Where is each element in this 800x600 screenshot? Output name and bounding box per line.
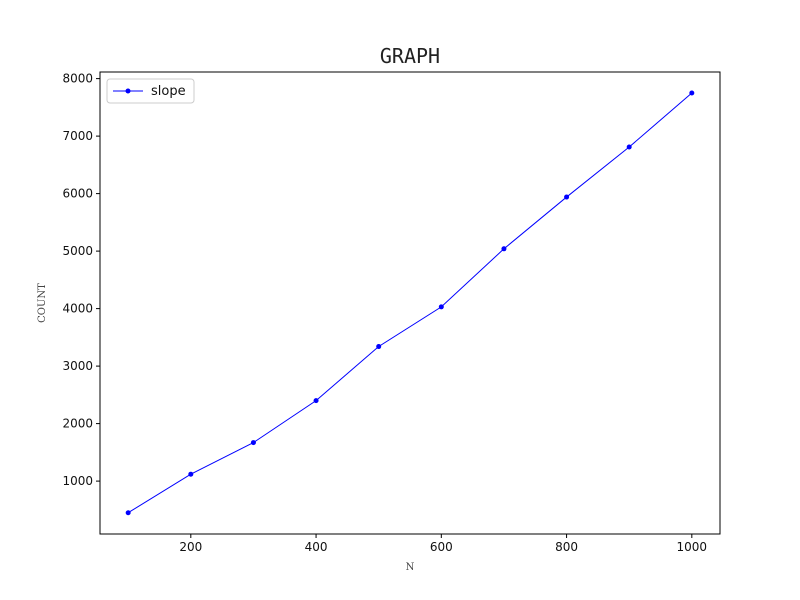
legend-label: slope: [151, 84, 186, 99]
y-tick-label: 7000: [62, 129, 93, 143]
x-tick-label: 800: [555, 540, 578, 554]
y-tick-label: 5000: [62, 244, 93, 258]
x-axis-label: N: [406, 562, 415, 573]
x-tick-label: 200: [179, 540, 202, 554]
y-axis-ticks: 1000 2000 3000 4000 5000 6000 7000 8000: [62, 72, 100, 488]
x-tick-label: 400: [305, 540, 328, 554]
data-point: [250, 440, 256, 446]
y-tick-label: 6000: [62, 187, 93, 201]
legend: slope: [106, 78, 195, 104]
data-point: [564, 194, 570, 200]
chart-title: GRAPH: [380, 44, 440, 68]
x-tick-label: 600: [430, 540, 453, 554]
data-point: [501, 246, 507, 252]
data-point: [438, 304, 444, 310]
y-tick-label: 8000: [62, 72, 93, 86]
data-point: [125, 510, 131, 516]
data-point: [376, 344, 382, 350]
y-tick-label: 4000: [62, 302, 93, 316]
legend-marker-swatch: [125, 88, 131, 94]
x-tick-label: 1000: [677, 540, 708, 554]
series-line-slope: [127, 92, 693, 514]
plot-frame: [99, 71, 721, 535]
data-point: [188, 471, 194, 477]
data-point: [689, 90, 695, 96]
y-tick-label: 1000: [62, 474, 93, 488]
y-axis-label: COUNT: [37, 283, 48, 323]
legend-box: [106, 78, 195, 104]
series-layer: [125, 90, 695, 516]
x-axis-ticks: 200 400 600 800 1000: [179, 534, 707, 554]
y-tick-label: 3000: [62, 359, 93, 373]
data-point: [626, 144, 632, 150]
data-point: [313, 398, 319, 404]
y-tick-label: 2000: [62, 417, 93, 431]
